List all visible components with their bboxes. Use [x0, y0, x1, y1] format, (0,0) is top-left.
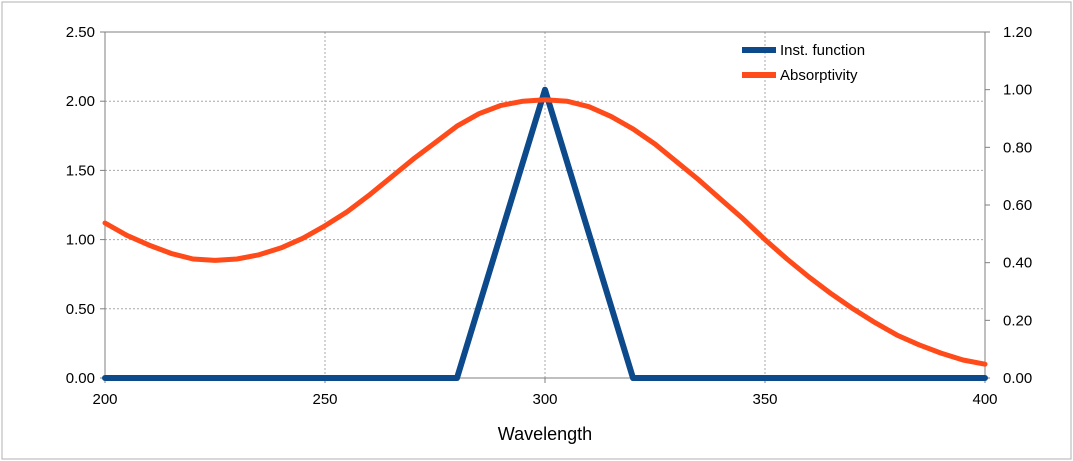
- y-right-tick-label: 0.80: [1003, 139, 1032, 156]
- y-left-tick-label: 1.50: [66, 162, 95, 179]
- y-right-tick-label: 0.60: [1003, 197, 1032, 214]
- y-right-tick-label: 0.40: [1003, 255, 1032, 272]
- x-tick-label: 300: [532, 391, 557, 408]
- legend-label: Inst. function: [780, 42, 865, 59]
- y-left-tick-label: 0.50: [66, 301, 95, 318]
- x-tick-label: 200: [92, 391, 117, 408]
- series-line-absorptivity: [102, 97, 988, 367]
- y-right-tick-label: 1.20: [1003, 24, 1032, 41]
- legend: Inst. function Absorptivity: [742, 42, 865, 84]
- series-lines: [102, 86, 988, 381]
- y-left-tick-label: 2.50: [66, 24, 95, 41]
- y-right-tick-label: 0.00: [1003, 370, 1032, 387]
- x-tick-label: 400: [972, 391, 997, 408]
- series-line-inst-function: [102, 86, 988, 381]
- x-tick-label: 250: [312, 391, 337, 408]
- y-left-tick-label: 0.00: [66, 370, 95, 387]
- y-right-tick-label: 0.20: [1003, 312, 1032, 329]
- x-tick-label: 350: [752, 391, 777, 408]
- y-right-tick-label: 1.00: [1003, 82, 1032, 99]
- x-axis-title: Wavelength: [498, 424, 592, 444]
- legend-label: Absorptivity: [780, 67, 858, 84]
- y-left-tick-label: 2.00: [66, 93, 95, 110]
- y-left-tick-label: 1.00: [66, 232, 95, 249]
